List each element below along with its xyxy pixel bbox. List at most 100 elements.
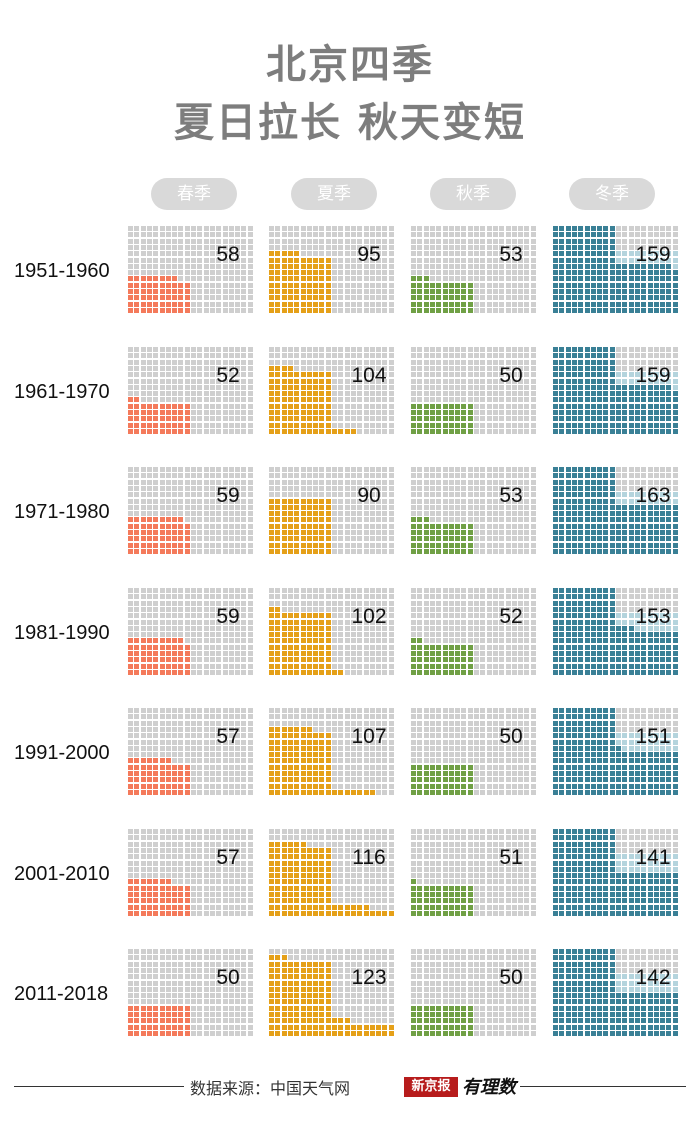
waffle-cell-summer <box>307 505 312 510</box>
waffle-cell-summer <box>313 264 318 269</box>
waffle-cell-spring <box>153 308 158 313</box>
waffle-cell-spring <box>128 765 133 770</box>
waffle-cell-empty <box>506 638 511 643</box>
waffle-cell-winter <box>553 480 558 485</box>
waffle-cell-winter <box>603 492 608 497</box>
waffle-cell-empty <box>493 295 498 300</box>
waffle-cell-winter <box>559 379 564 384</box>
waffle-cell-winter <box>591 302 596 307</box>
waffle-cell-empty <box>204 536 209 541</box>
waffle-cell-summer <box>326 670 331 675</box>
waffle-cell-winter <box>559 549 564 554</box>
waffle-cell-winter <box>559 245 564 250</box>
waffle-cell-winter <box>578 232 583 237</box>
waffle-cell-spring <box>178 289 183 294</box>
waffle-cell-empty <box>364 517 369 522</box>
waffle-cell-empty <box>301 607 306 612</box>
waffle-cell-empty <box>241 664 246 669</box>
waffle-cell-empty <box>424 245 429 250</box>
waffle-cell-summer <box>301 626 306 631</box>
waffle-cell-empty <box>229 397 234 402</box>
waffle-cell-summer <box>282 790 287 795</box>
waffle-cell-summer <box>282 270 287 275</box>
waffle-cell-empty <box>345 771 350 776</box>
waffle-cell-autumn <box>411 651 416 656</box>
waffle-cell-empty <box>417 226 422 231</box>
waffle-cell-empty <box>191 360 196 365</box>
waffle-cell-summer <box>319 733 324 738</box>
waffle-cell-empty <box>204 714 209 719</box>
waffle-cell-winter <box>597 360 602 365</box>
waffle-cell-empty <box>531 670 536 675</box>
waffle-cell-empty <box>301 588 306 593</box>
waffle-cell-empty <box>153 245 158 250</box>
waffle-cell-winter <box>578 505 583 510</box>
waffle-cell-empty <box>436 366 441 371</box>
waffle-cell-autumn <box>443 423 448 428</box>
waffle-cell-spring <box>141 777 146 782</box>
waffle-cell-empty <box>474 397 479 402</box>
waffle-cell-spring <box>128 657 133 662</box>
waffle-cell-empty <box>172 379 177 384</box>
waffle-cell-winter <box>622 276 627 281</box>
waffle-cell-empty <box>166 245 171 250</box>
waffle-cell-empty <box>338 423 343 428</box>
waffle-cell-autumn <box>443 530 448 535</box>
waffle-cell-empty <box>241 524 246 529</box>
waffle-cell-spring <box>172 283 177 288</box>
waffle-cell-winter <box>629 276 634 281</box>
waffle-cell-empty <box>629 353 634 358</box>
waffle-cell-empty <box>128 607 133 612</box>
waffle-cell-empty <box>313 245 318 250</box>
waffle-cell-empty <box>436 379 441 384</box>
waffle-cell-empty <box>332 626 337 631</box>
waffle-cell-empty <box>134 727 139 732</box>
waffle-cell-empty <box>364 651 369 656</box>
waffle-cell-empty <box>376 416 381 421</box>
waffle-cell-empty <box>235 543 240 548</box>
waffle-cell-summer <box>326 499 331 504</box>
waffle-cell-empty <box>424 607 429 612</box>
waffle-cell-empty <box>160 258 165 263</box>
waffle-cell-empty <box>223 289 228 294</box>
waffle-cell-empty <box>332 651 337 656</box>
waffle-cell-empty <box>134 347 139 352</box>
waffle-cell-empty <box>204 530 209 535</box>
waffle-cell-spring <box>185 289 190 294</box>
waffle-cell-spring <box>166 416 171 421</box>
waffle-cell-winter <box>559 638 564 643</box>
waffle-cell-empty <box>223 784 228 789</box>
waffle-cell-summer <box>313 733 318 738</box>
waffle-cell-empty <box>216 404 221 409</box>
waffle-cell-empty <box>288 480 293 485</box>
waffle-cell-winter <box>673 638 678 643</box>
waffle-cell-empty <box>307 467 312 472</box>
waffle-cell-empty <box>370 270 375 275</box>
waffle-cell-empty <box>210 283 215 288</box>
waffle-cell-empty <box>235 416 240 421</box>
waffle-cell-empty <box>216 784 221 789</box>
waffle-cell-autumn <box>461 416 466 421</box>
waffle-cell-summer <box>332 790 337 795</box>
waffle-cell-spring <box>166 283 171 288</box>
waffle-cell-winter <box>585 601 590 606</box>
waffle-cell-empty <box>282 594 287 599</box>
waffle-cell-empty <box>499 473 504 478</box>
waffle-cell-autumn <box>468 410 473 415</box>
waffle-cell-winter <box>566 366 571 371</box>
waffle-cell-empty <box>204 645 209 650</box>
waffle-cell-empty <box>376 353 381 358</box>
waffle-summer <box>269 588 397 678</box>
waffle-cell-spring <box>166 302 171 307</box>
waffle-cell-winter <box>654 410 659 415</box>
value-label-spring: 58 <box>198 243 258 267</box>
waffle-cell-empty <box>382 670 387 675</box>
waffle-cell-spring <box>172 423 177 428</box>
waffle-cell-winter <box>666 416 671 421</box>
chart-title-line2: 夏日拉长 秋天变短 <box>0 98 700 148</box>
waffle-cell-winter <box>553 626 558 631</box>
waffle-cell-winter <box>629 416 634 421</box>
waffle-cell-empty <box>474 467 479 472</box>
waffle-cell-empty <box>512 543 517 548</box>
waffle-cell-empty <box>191 765 196 770</box>
